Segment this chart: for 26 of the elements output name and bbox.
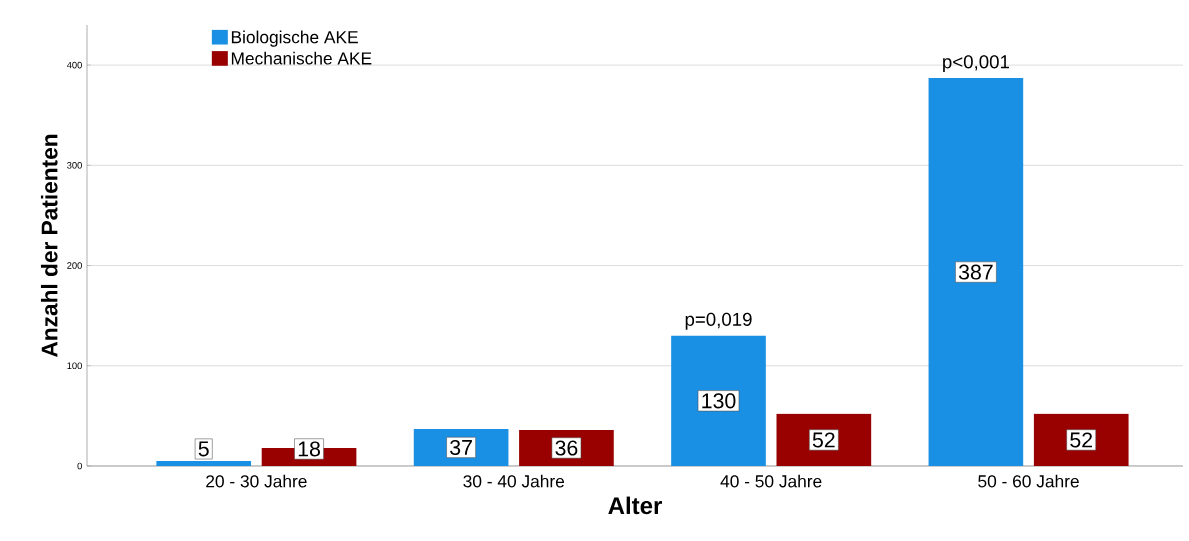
y-tick-label: 300 — [67, 162, 82, 169]
data-label: 37 — [450, 439, 472, 455]
data-label: 5 — [198, 441, 209, 457]
y-tick-label: 0 — [77, 462, 82, 470]
x-tick-label: 30 - 40 Jahre — [463, 474, 565, 488]
data-label: 52 — [1070, 432, 1093, 448]
x-axis-title: Alter — [608, 496, 662, 515]
y-tick-label: 100 — [67, 362, 82, 370]
legend-label: Biologische AKE — [231, 30, 358, 47]
legend-label: Mechanische AKE — [231, 51, 372, 65]
annotation: p=0,019 — [685, 312, 752, 330]
data-label: 36 — [555, 440, 578, 456]
bar — [928, 78, 1024, 466]
x-tick-label: 50 - 60 Jahre — [978, 474, 1079, 488]
data-label: 130 — [702, 393, 736, 409]
y-axis-title: Anzahl der Patienten — [40, 134, 58, 358]
y-tick-label: 400 — [66, 61, 82, 69]
x-tick-label: 20 - 30 Jahre — [206, 474, 307, 488]
data-label: 387 — [958, 264, 993, 280]
y-tick-label: 200 — [67, 262, 82, 269]
annotation: p<0,001 — [943, 55, 1009, 73]
x-tick-label: 40 - 50 Jahre — [720, 474, 822, 488]
data-label: 52 — [812, 432, 835, 448]
bar — [156, 460, 252, 466]
data-label: 18 — [298, 441, 320, 457]
bar — [671, 335, 766, 466]
